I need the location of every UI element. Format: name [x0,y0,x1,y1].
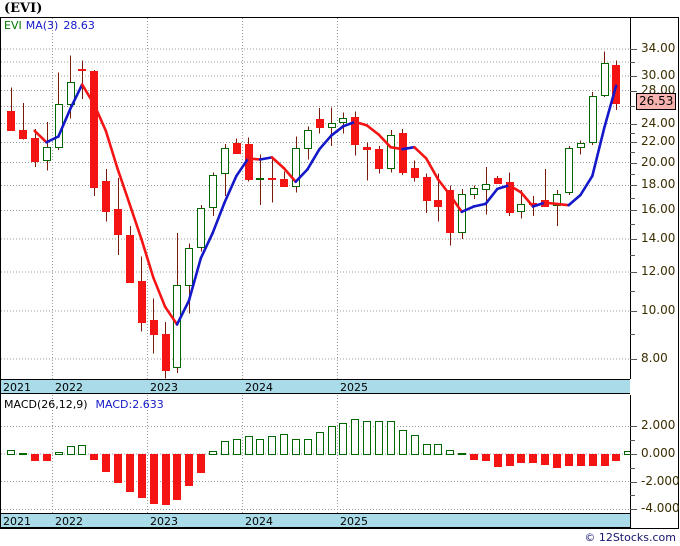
price-axis-tick-label: 30.00 [641,68,676,82]
price-axis-tick-label: 10.00 [641,303,676,317]
macd-axis-separator [630,395,631,528]
price-legend-symbol: EVI [4,19,22,32]
price-axis-tick-label: 22.00 [641,134,676,148]
macd-legend-value: MACD:2.633 [95,398,164,411]
price-axis-tick-mark [630,142,637,143]
price-axis-tick-mark [630,210,637,211]
macd-axis-tick-label: -2.000 [641,474,680,488]
price-chart-panel[interactable] [1,18,630,379]
macd-axis-minor-tick [630,440,635,441]
year-label-macd-2022: 2022 [55,515,83,528]
year-label-price-2024: 2024 [245,381,273,394]
price-legend-ma-label: MA(3) [25,19,59,32]
macd-axis-minor-tick [630,468,635,469]
price-axis-tick-label: 24.00 [641,116,676,130]
price-axis-tick-mark [630,163,637,164]
price-y-axis: 8.00 10.00 12.00 14.00 16.00 18.00 20.00 22.00 2… [630,18,678,379]
year-label-macd-2024: 2024 [245,515,273,528]
year-label-macd-2025: 2025 [340,515,368,528]
macd-legend: MACD(26,12,9) MACD:2.633 [4,398,164,411]
price-axis-minor-tick [630,291,635,292]
price-axis-minor-tick [630,62,635,63]
price-axis-tick-mark [630,185,637,186]
price-axis-minor-tick [630,224,635,225]
price-axis-minor-tick [630,106,635,107]
price-axis-tick-mark [630,311,637,312]
page-title: (EVI) [4,1,43,16]
year-label-price-2022: 2022 [55,381,83,394]
price-axis-tick-label: 20.00 [641,155,676,169]
price-axis-tick-label: 12.00 [641,264,676,278]
footer: © 12Stocks.com [0,530,680,546]
price-axis-tick-mark [630,49,637,50]
price-axis-minor-tick [630,255,635,256]
macd-legend-label: MACD(26,12,9) [4,398,88,411]
last-price-tag: 26.53 [636,93,677,110]
macd-axis-tick-label: -4.000 [641,501,680,515]
year-label-price-2023: 2023 [150,381,178,394]
year-label-macd-2021: 2021 [3,515,31,528]
macd-axis-tick-label: 0.000 [641,446,676,460]
price-legend: EVI MA(3) 28.63 [4,19,95,32]
macd-axis-tick-mark [630,454,637,455]
year-label-macd-2023: 2023 [150,515,178,528]
price-axis-tick-mark [630,272,637,273]
price-axis-tick-mark [630,359,637,360]
macd-axis-tick-label: 2.000 [641,418,676,432]
macd-axis-tick-mark [630,426,637,427]
year-label-price-2025: 2025 [340,381,368,394]
macd-chart-panel[interactable] [1,395,630,513]
price-axis-tick-label: 34.00 [641,41,676,55]
price-axis-minor-tick [630,334,635,335]
macd-axis-minor-tick [630,495,635,496]
price-candlestick-svg [1,18,630,379]
x-axis-year-band-price: 2021 2022 2023 2024 2025 [1,379,630,394]
price-axis-tick-label: 16.00 [641,202,676,216]
chart-frame [0,17,679,529]
price-axis-tick-mark [630,124,637,125]
price-axis-tick-label: 18.00 [641,177,676,191]
x-axis-year-band-macd: 2021 2022 2023 2024 2025 [1,513,630,528]
macd-axis-tick-mark [630,509,637,510]
price-axis-minor-tick [630,133,635,134]
price-axis-tick-mark [630,76,637,77]
price-axis-minor-tick [630,152,635,153]
price-axis-tick-label: 8.00 [641,351,668,365]
price-axis-tick-mark [630,239,637,240]
price-axis-minor-tick [630,174,635,175]
copyright-label: © 12Stocks.com [584,531,676,544]
price-axis-tick-mark [630,91,637,92]
price-axis-tick-label: 14.00 [641,231,676,245]
price-legend-ma-value: 28.63 [63,19,95,32]
year-label-price-2021: 2021 [3,381,31,394]
price-axis-minor-tick [630,198,635,199]
macd-histogram-svg [1,395,630,513]
chart-title-bar: (EVI) [0,0,680,17]
macd-y-axis: 2.000 0.000 -2.000 -4.000 [630,395,680,528]
macd-axis-tick-mark [630,482,637,483]
